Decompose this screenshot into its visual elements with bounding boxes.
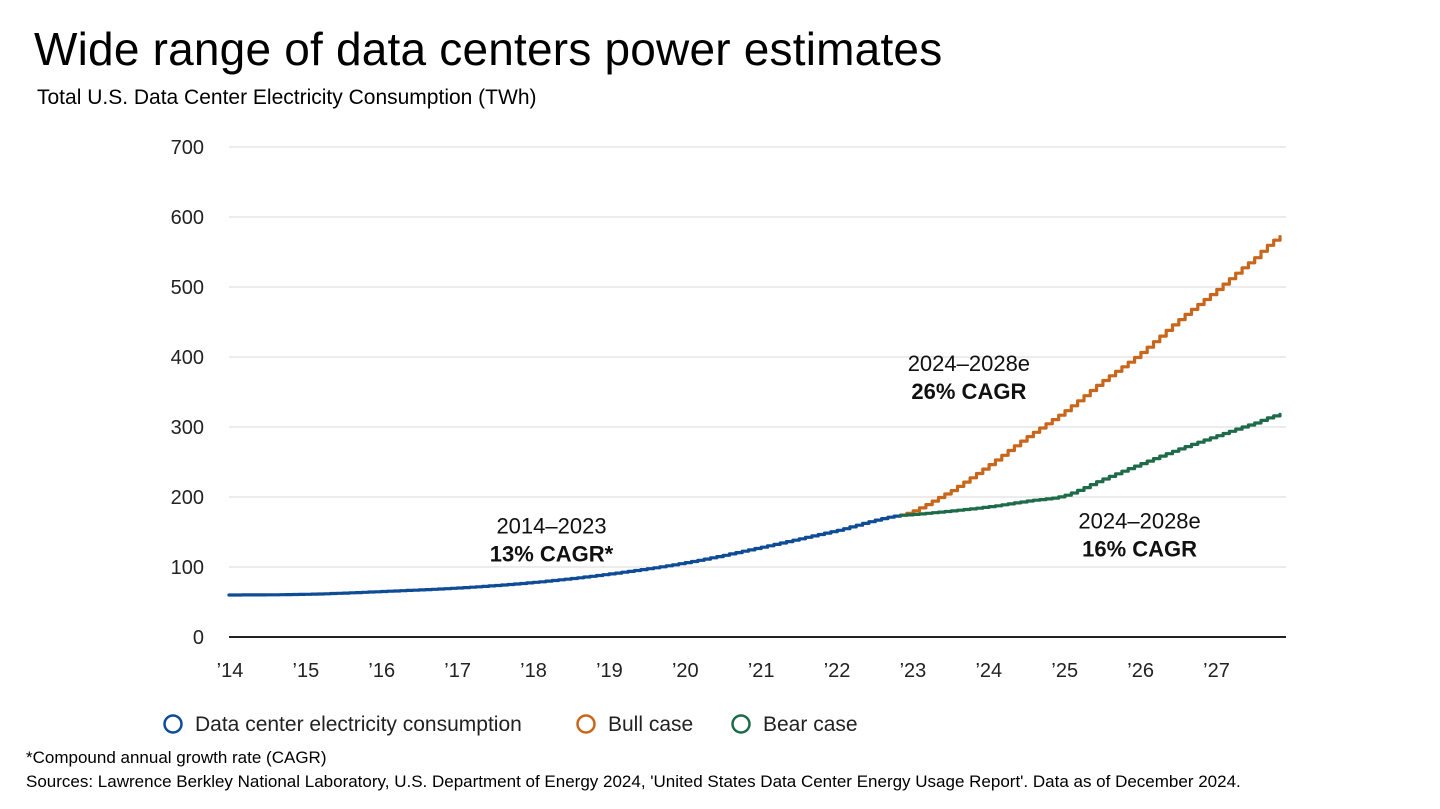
x-tick-label: ’17 bbox=[444, 660, 471, 682]
chart-title: Wide range of data centers power estimat… bbox=[34, 23, 943, 75]
x-tick-label: ’27 bbox=[1203, 660, 1230, 682]
x-tick-label: ’23 bbox=[900, 660, 927, 682]
x-tick-label: ’14 bbox=[217, 660, 244, 682]
x-tick-label: ’25 bbox=[1051, 660, 1078, 682]
y-tick-label: 600 bbox=[171, 207, 204, 229]
series-line-1 bbox=[899, 235, 1282, 517]
axes: 0 100 200 300 400 500 600 700 ’14 ’15 ’16 ’17 ’18 ’19… bbox=[171, 137, 1286, 682]
y-tick-label: 200 bbox=[171, 487, 204, 509]
legend-label: Bull case bbox=[608, 713, 693, 736]
legend: Data center electricity consumption Bull … bbox=[163, 713, 858, 736]
annotation-period: 2024–2028e bbox=[1078, 509, 1200, 534]
annotations: 2014–2023 13% CAGR* 2024–2028e 26% CAGR 2024… bbox=[490, 351, 1201, 566]
legend-label: Data center electricity consumption bbox=[195, 713, 522, 736]
gridlines bbox=[229, 146, 1286, 568]
y-tick-label: 700 bbox=[171, 137, 204, 159]
series-line-2 bbox=[899, 412, 1282, 517]
x-tick-label: ’22 bbox=[824, 660, 851, 682]
x-tick-label: ’16 bbox=[368, 660, 395, 682]
x-tick-label: ’21 bbox=[748, 660, 775, 682]
chart-subtitle: Total U.S. Data Center Electricity Consu… bbox=[37, 86, 537, 109]
x-tick-label: ’18 bbox=[520, 660, 547, 682]
x-tick-label: ’24 bbox=[975, 660, 1002, 682]
y-tick-label: 500 bbox=[171, 277, 204, 299]
sources-note: Sources: Lawrence Berkley National Labor… bbox=[26, 772, 1241, 791]
annotation-rate: 26% CAGR bbox=[911, 379, 1026, 404]
x-tick-label: ’26 bbox=[1127, 660, 1154, 682]
y-tick-label: 300 bbox=[171, 417, 204, 439]
annotation-period: 2024–2028e bbox=[908, 351, 1030, 376]
legend-label: Bear case bbox=[763, 713, 858, 736]
annotation-rate: 16% CAGR bbox=[1082, 537, 1197, 562]
x-tick-label: ’15 bbox=[293, 660, 320, 682]
legend-marker bbox=[731, 714, 751, 734]
series-line-0 bbox=[227, 513, 903, 597]
y-tick-label: 0 bbox=[193, 627, 204, 649]
x-tick-label: ’19 bbox=[596, 660, 623, 682]
footnote: *Compound annual growth rate (CAGR) bbox=[26, 748, 327, 767]
y-tick-label: 100 bbox=[171, 557, 204, 579]
annotation-period: 2014–2023 bbox=[496, 513, 606, 538]
legend-marker bbox=[163, 714, 183, 734]
annotation-rate: 13% CAGR* bbox=[490, 541, 614, 566]
series-lines bbox=[227, 235, 1282, 597]
legend-marker bbox=[576, 714, 596, 734]
x-tick-label: ’20 bbox=[672, 660, 699, 682]
y-tick-label: 400 bbox=[171, 347, 204, 369]
